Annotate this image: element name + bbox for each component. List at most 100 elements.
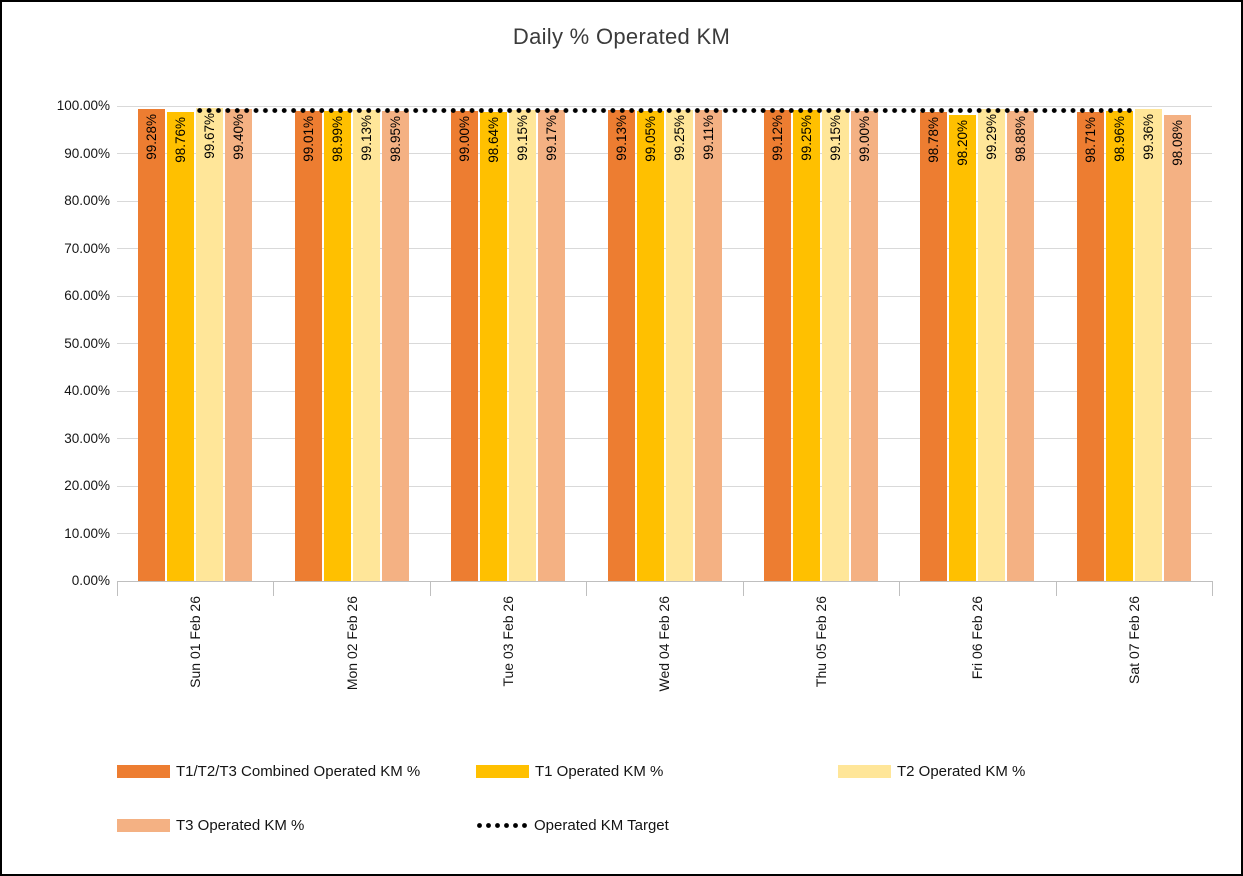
y-axis-tick-label: 100.00% [56,98,110,113]
x-axis-category-label: Sat 07 Feb 26 [1125,596,1142,684]
bar: 99.00% [850,110,878,581]
bar-value-label-holder: 99.40% [225,114,252,160]
bar: 99.05% [636,110,664,581]
x-axis-tick [899,581,901,596]
bar: 99.13% [352,110,380,581]
y-axis-tick-label: 0.00% [71,573,110,588]
x-axis-tick [586,581,588,596]
x-axis-category-label-holder: Mon 02 Feb 26 [273,596,429,690]
legend-label: T1 Operated KM % [535,763,664,780]
gridline [117,343,1212,344]
bar-value-label-holder: 99.13% [353,115,380,161]
bar-value-label: 99.11% [700,115,716,161]
x-axis-category-label: Tue 03 Feb 26 [500,596,517,687]
bar-value-label: 99.12% [769,115,785,161]
bar: 99.29% [978,109,1006,581]
bar-value-label-holder: 99.05% [637,116,664,162]
bar-value-label-holder: 99.67% [196,113,223,159]
bar-value-label: 99.17% [544,114,560,161]
bar-value-label-holder: 99.00% [851,116,878,162]
bar-value-label-holder: 99.15% [509,115,536,161]
bar-value-label-holder: 99.25% [793,115,820,161]
bar-value-label-holder: 99.28% [138,114,165,160]
bar-value-label-holder: 98.96% [1106,116,1133,162]
bar-value-label: 98.64% [486,117,502,164]
x-axis-tick [1212,581,1213,596]
bar-value-label: 99.01% [300,115,316,162]
bar-value-label: 99.13% [358,115,374,161]
bar-value-label-holder: 99.01% [295,116,322,162]
bar-value-label: 99.00% [856,115,872,162]
y-axis-tick-label: 80.00% [64,193,110,208]
y-axis-tick-label: 60.00% [64,288,110,303]
gridline [117,200,1212,202]
x-axis-category-label-holder: Sun 01 Feb 26 [117,596,273,688]
bar-value-label-holder: 99.29% [978,114,1005,160]
bar: 98.96% [1105,110,1133,581]
x-axis-category-label: Fri 06 Feb 26 [969,596,986,680]
x-axis-category-label-holder: Thu 05 Feb 26 [743,596,899,687]
bar: 99.67% [196,107,224,581]
legend-item: T1/T2/T3 Combined Operated KM % [117,763,420,780]
gridline [117,295,1212,297]
y-axis-tick-label: 40.00% [64,383,110,398]
bar-value-label: 99.00% [457,115,473,162]
bar-value-label: 98.99% [329,115,345,162]
x-axis-category-label-holder: Fri 06 Feb 26 [899,596,1055,679]
x-axis-category-label: Sun 01 Feb 26 [187,596,204,688]
x-axis-category-label: Thu 05 Feb 26 [812,596,829,688]
bar-value-label-holder: 98.88% [1007,116,1034,162]
bar-value-label-holder: 98.76% [167,117,194,163]
legend-swatch-icon [476,765,529,778]
bar-value-label-holder: 98.95% [382,116,409,162]
bar-value-label-holder: 99.12% [764,115,791,161]
bar-value-label: 99.29% [984,114,1000,161]
bar: 98.76% [167,111,195,581]
bar-value-label: 99.25% [671,114,687,161]
bar-value-label: 98.78% [926,116,942,163]
bar: 99.01% [294,110,322,581]
bar: 99.40% [225,108,253,581]
bar: 98.71% [1076,112,1104,581]
y-axis-tick-label: 30.00% [64,430,110,446]
bar: 98.64% [480,112,508,581]
legend-label: Operated KM Target [534,817,669,834]
x-axis-category-label: Mon 02 Feb 26 [343,596,360,691]
x-axis-tick [429,581,431,596]
bar: 98.88% [1007,111,1035,581]
bar: 99.28% [138,109,166,581]
legend-label: T2 Operated KM % [897,763,1026,780]
bar-value-label-holder: 99.17% [538,115,565,161]
bar: 98.78% [920,111,948,581]
legend-item: T3 Operated KM % [117,817,304,834]
bar-value-label: 99.28% [144,114,160,161]
bar-value-label-holder: 99.13% [608,115,635,161]
legend-swatch-icon [117,819,170,832]
bar: 99.17% [538,109,566,581]
gridline [117,248,1212,249]
bar: 99.25% [665,109,693,581]
bar-value-label-holder: 98.71% [1077,117,1104,163]
bar-value-label: 99.13% [613,115,629,161]
legend-label: T1/T2/T3 Combined Operated KM % [176,763,421,780]
bar-value-label-holder: 99.11% [695,115,722,160]
x-axis-category-label-holder: Wed 04 Feb 26 [586,596,742,691]
chart-title: Daily % Operated KM [512,24,731,49]
bar-value-label: 98.08% [1169,120,1185,166]
x-axis-category-label-holder: Sat 07 Feb 26 [1056,596,1212,684]
y-axis-tick-label: 20.00% [64,478,110,493]
bar: 99.15% [509,110,537,581]
bar: 99.15% [821,110,849,581]
gridline [117,533,1212,534]
gridline [117,580,1212,582]
bar: 98.99% [323,110,351,581]
bar-value-label-holder: 98.08% [1164,120,1191,166]
bar-value-label: 99.15% [515,115,531,161]
gridline [117,438,1212,439]
legend-item: T1 Operated KM % [476,763,663,780]
bar: 99.25% [792,109,820,581]
bar: 99.13% [607,110,635,581]
bar-value-label-holder: 99.25% [666,115,693,161]
bar: 98.20% [949,114,977,581]
